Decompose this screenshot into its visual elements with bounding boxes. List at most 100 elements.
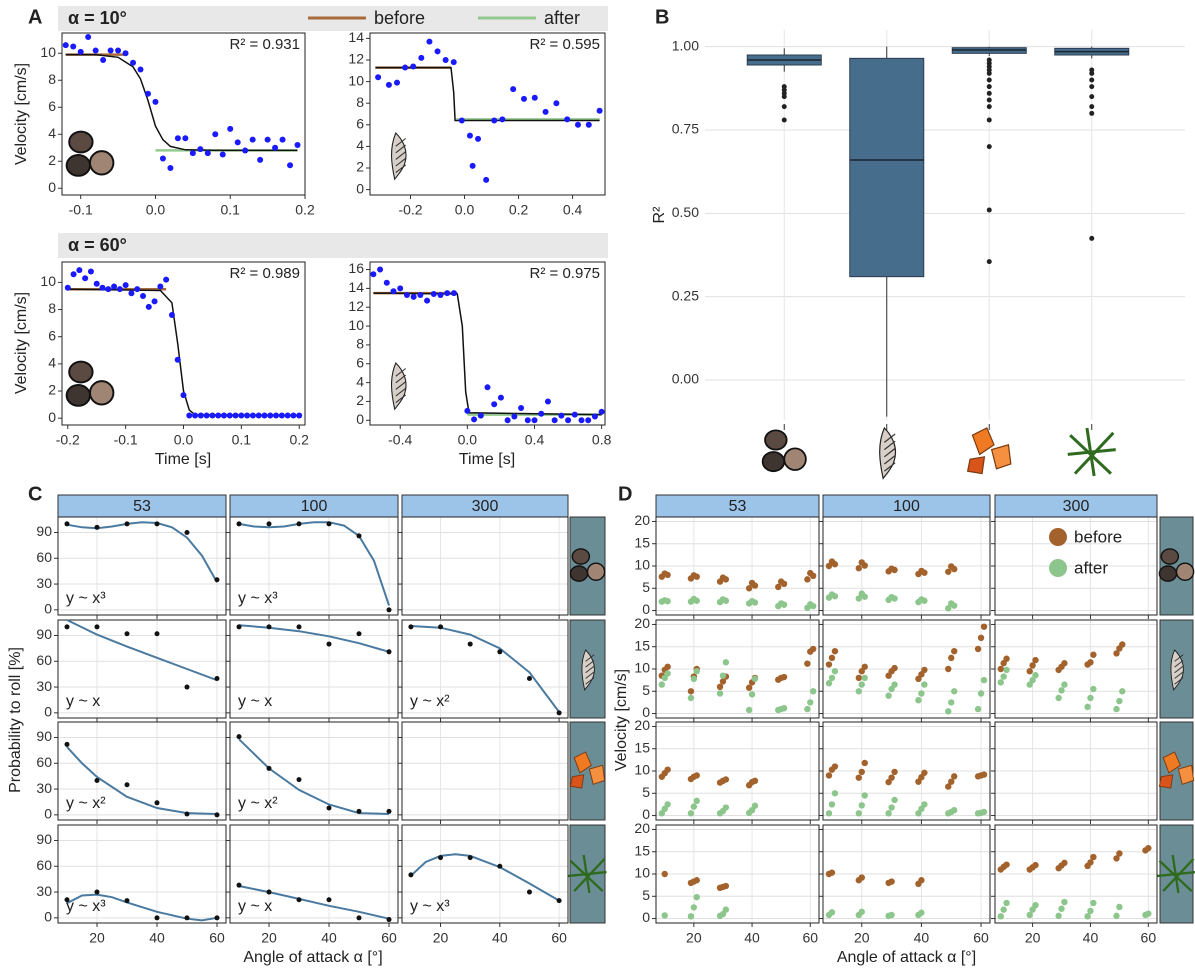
- point-0: [1032, 656, 1039, 664]
- point: [197, 146, 204, 153]
- point-1: [921, 597, 928, 604]
- y-tick-label: 14: [348, 279, 364, 295]
- point: [264, 136, 271, 143]
- point: [591, 413, 598, 420]
- point-0: [977, 634, 985, 642]
- point-1: [855, 810, 862, 817]
- point-0: [921, 569, 928, 576]
- point-0: [980, 623, 988, 630]
- point: [77, 48, 84, 55]
- y-tick-label: 0.50: [672, 204, 699, 220]
- point-0: [1113, 855, 1120, 862]
- feather-barb: [585, 660, 595, 668]
- outlier: [986, 84, 992, 90]
- point: [184, 811, 190, 817]
- x-tick-label: 20: [433, 930, 449, 946]
- outlier: [1089, 104, 1095, 110]
- feather-barb: [883, 440, 896, 451]
- point-1: [664, 801, 671, 808]
- point-1: [1026, 911, 1033, 919]
- y-tick-label: 0.75: [672, 121, 699, 137]
- point-0: [1113, 650, 1120, 657]
- point-1: [825, 810, 833, 817]
- point: [430, 291, 437, 298]
- point: [442, 57, 449, 63]
- point: [504, 417, 511, 424]
- point-0: [780, 673, 788, 681]
- x-tick-label: 60: [1141, 930, 1157, 946]
- stone: [1160, 548, 1180, 565]
- point: [574, 121, 581, 128]
- strip-label: 53: [133, 498, 151, 515]
- stone: [1175, 562, 1195, 581]
- icon: [568, 854, 607, 894]
- y-tick-label: 0: [48, 409, 56, 425]
- point-1: [977, 690, 985, 697]
- stone: [89, 380, 115, 406]
- formula: y ~ x²: [66, 795, 106, 812]
- feather-barb: [395, 368, 407, 377]
- y-tick-label: 4: [356, 137, 364, 153]
- y-tick-label: 30: [36, 780, 52, 796]
- point: [386, 649, 392, 655]
- point-1: [687, 810, 695, 817]
- panel-frame: [229, 516, 399, 616]
- feather-barb: [395, 164, 407, 174]
- point: [531, 94, 538, 101]
- point-1: [980, 808, 988, 816]
- point: [266, 521, 272, 527]
- feather-barb: [883, 447, 896, 458]
- y-tick-label: 10: [348, 72, 364, 88]
- point: [278, 412, 285, 419]
- point: [184, 529, 190, 535]
- annotation: R² = 0.989: [230, 265, 300, 282]
- x-tick-label: -0.1: [69, 202, 93, 218]
- y-tick-label: 0: [44, 909, 52, 925]
- point-1: [891, 681, 898, 688]
- y-tick-label: 0: [642, 909, 650, 925]
- panel-frame: [57, 721, 227, 821]
- x-tick-label: 60: [802, 930, 818, 946]
- y-axis-title: R²: [651, 206, 668, 224]
- icon: [966, 427, 1012, 475]
- point: [497, 394, 504, 401]
- point: [464, 407, 471, 414]
- point: [145, 303, 152, 310]
- point: [134, 286, 141, 293]
- point-0: [809, 572, 817, 579]
- point-1: [690, 904, 698, 911]
- point: [296, 412, 303, 419]
- y-axis-title: Velocity [cm/s]: [13, 292, 30, 394]
- y-tick-label: 2: [48, 152, 56, 168]
- point-1: [751, 599, 759, 606]
- fit-curve: [410, 625, 560, 713]
- point-0: [1119, 641, 1126, 648]
- point: [184, 684, 190, 690]
- point-1: [858, 908, 865, 916]
- point: [370, 271, 377, 278]
- point: [294, 142, 301, 149]
- point: [287, 162, 294, 169]
- point-1: [858, 681, 865, 688]
- point: [284, 412, 291, 419]
- panel-background: [370, 33, 605, 195]
- point: [180, 392, 187, 399]
- stick: [568, 870, 607, 878]
- point-0: [716, 683, 724, 691]
- point-1: [831, 668, 839, 675]
- point: [385, 81, 392, 88]
- point: [438, 855, 444, 861]
- point-1: [888, 911, 895, 919]
- point-1: [1032, 672, 1039, 679]
- point: [266, 889, 272, 895]
- point: [296, 521, 302, 527]
- strip: [58, 233, 608, 258]
- point: [236, 624, 242, 630]
- point-1: [1003, 666, 1010, 674]
- point: [87, 268, 94, 275]
- panel-frame: [401, 721, 569, 821]
- point: [189, 150, 196, 157]
- point: [424, 297, 431, 304]
- feather-barb: [395, 138, 407, 147]
- fit-curve: [66, 521, 218, 583]
